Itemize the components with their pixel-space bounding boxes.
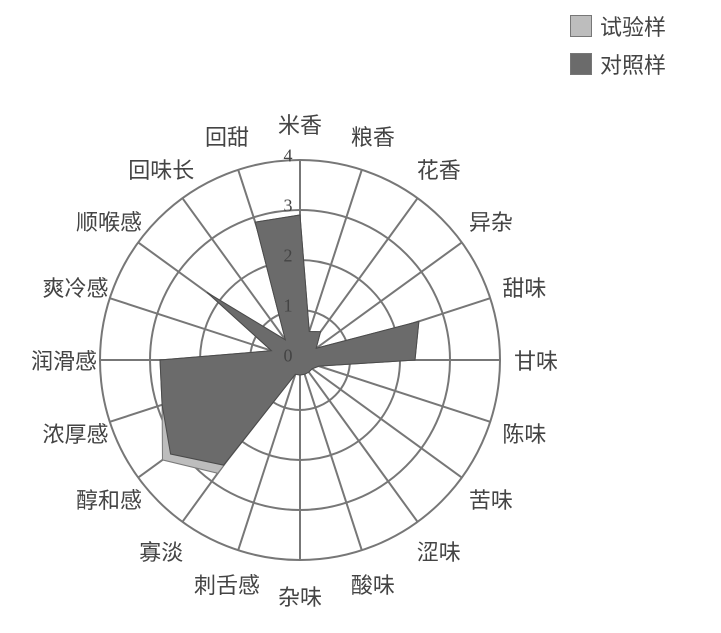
axis-label: 顺喉感 (76, 205, 142, 237)
tick-label: 1 (284, 296, 293, 317)
axis-label: 回甜 (205, 120, 249, 152)
legend-swatch (570, 53, 592, 75)
axis-label: 杂味 (278, 580, 322, 612)
axis-label: 涩味 (417, 535, 461, 567)
axis-label: 刺舌感 (194, 568, 260, 600)
axis-label: 苦味 (469, 483, 513, 515)
chart-stage: 米香粮香花香异杂甜味甘味陈味苦味涩味酸味杂味刺舌感寡淡 醇和感 浓厚感 润滑感 爽冷感 顺… (0, 0, 721, 633)
axis-label: 回味长 (128, 153, 194, 185)
axis-label: 甜味 (502, 271, 546, 303)
axis-label: 甘味 (514, 344, 558, 376)
axis-label: 花香 (417, 153, 461, 185)
radar-chart-svg (0, 0, 721, 633)
legend-item: 试验样 (570, 10, 666, 42)
tick-label: 2 (284, 246, 293, 267)
axis-label: 粮香 (351, 120, 395, 152)
axis-label: 米香 (278, 108, 322, 140)
axis-label: 醇和感 (76, 483, 142, 515)
axis-label: 爽冷感 (43, 271, 109, 303)
axis-label: 酸味 (351, 568, 395, 600)
legend-label: 对照样 (600, 48, 666, 80)
axis-label: 陈味 (502, 417, 546, 449)
legend-label: 试验样 (600, 10, 666, 42)
tick-label: 3 (284, 196, 293, 217)
axis-label: 润滑感 (31, 344, 97, 376)
chart-legend: 试验样对照样 (570, 10, 666, 86)
legend-swatch (570, 15, 592, 37)
axis-label: 寡淡 (139, 535, 183, 567)
tick-label: 0 (284, 346, 293, 367)
axis-label: 浓厚感 (43, 417, 109, 449)
legend-item: 对照样 (570, 48, 666, 80)
tick-label: 4 (284, 146, 293, 167)
axis-label: 异杂 (469, 205, 513, 237)
